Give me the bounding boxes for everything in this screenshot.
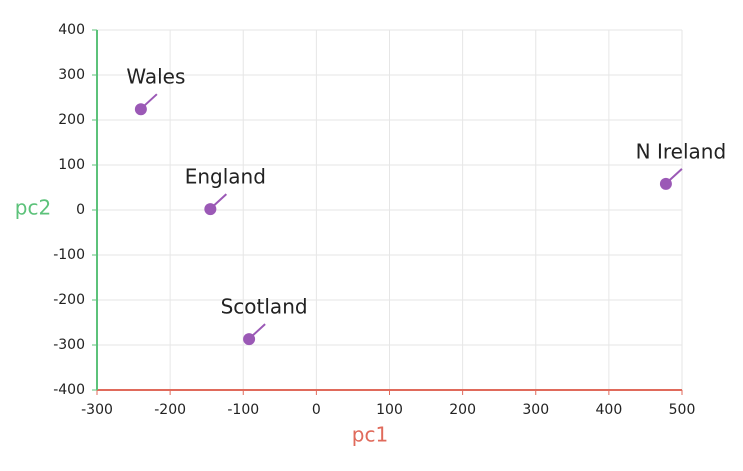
x-tick-label: 0 bbox=[312, 402, 321, 418]
point-label: Scotland bbox=[221, 295, 308, 319]
y-tick-label: 400 bbox=[58, 22, 85, 38]
x-tick-label: 100 bbox=[376, 402, 403, 418]
y-tick-label: -300 bbox=[53, 337, 85, 353]
y-tick-label: 0 bbox=[76, 202, 85, 218]
x-tick-label: 200 bbox=[449, 402, 476, 418]
y-tick-label: 300 bbox=[58, 67, 85, 83]
x-tick-label: 300 bbox=[522, 402, 549, 418]
point-label: N Ireland bbox=[636, 139, 727, 163]
x-tick-label: 400 bbox=[596, 402, 623, 418]
point bbox=[659, 177, 672, 190]
x-tick-label: 500 bbox=[669, 402, 696, 418]
point bbox=[243, 333, 256, 346]
point bbox=[134, 103, 147, 116]
point bbox=[204, 203, 217, 216]
point-label: Wales bbox=[126, 65, 185, 89]
y-tick-label: -100 bbox=[53, 247, 85, 263]
leader-line bbox=[252, 323, 266, 336]
y-tick-label: 100 bbox=[58, 157, 85, 173]
x-axis-label: pc1 bbox=[352, 423, 388, 447]
x-tick-label: -100 bbox=[227, 402, 259, 418]
leader-line bbox=[144, 93, 158, 106]
leader-line bbox=[669, 168, 683, 181]
x-tick-label: -300 bbox=[81, 402, 113, 418]
y-tick-label: -200 bbox=[53, 292, 85, 308]
leader-line bbox=[213, 193, 228, 206]
y-axis-label: pc2 bbox=[15, 196, 51, 220]
point-label: England bbox=[185, 165, 266, 189]
y-tick-label: 200 bbox=[58, 112, 85, 128]
x-tick-label: -200 bbox=[154, 402, 186, 418]
y-tick-label: -400 bbox=[53, 382, 85, 398]
